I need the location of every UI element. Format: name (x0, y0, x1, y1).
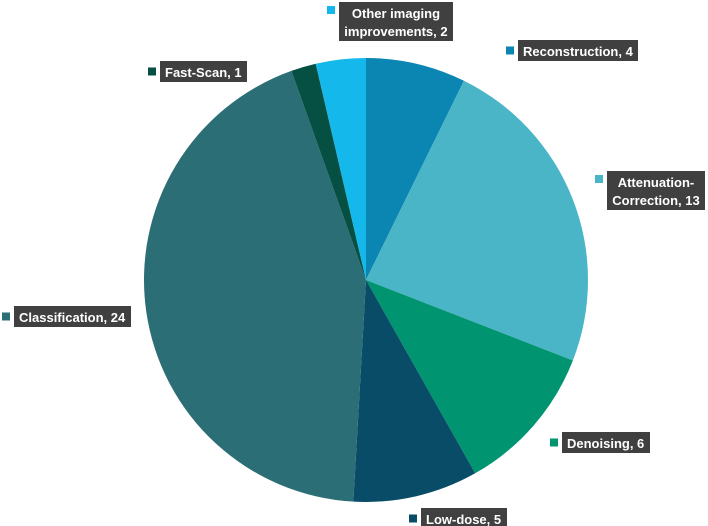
legend-key-other-imaging-improvements (327, 6, 335, 14)
data-label-text: Low-dose, 5 (426, 512, 501, 526)
pie-slice-low-dose (353, 280, 476, 503)
legend-key-attenuation-correction (595, 175, 603, 183)
pie-slice-fast-scan (291, 63, 366, 280)
data-label-text: Other imaging (352, 6, 440, 21)
data-label-reconstruction: Reconstruction, 4 (506, 40, 638, 61)
pie-slices (143, 58, 588, 503)
data-label-classification: Classification, 24 (2, 306, 131, 327)
legend-key-denoising (550, 438, 558, 447)
data-label-text: Reconstruction, 4 (523, 44, 634, 59)
pie-slice-reconstruction (366, 58, 464, 280)
data-label-text: Classification, 24 (19, 310, 126, 325)
data-label-box (518, 40, 638, 61)
data-label-text: Fast-Scan, 1 (165, 65, 242, 80)
data-label-box (562, 432, 650, 453)
legend-key-reconstruction (506, 46, 514, 55)
data-label-denoising: Denoising, 6 (550, 432, 650, 453)
data-label-other-imaging-improvements: Other imaging improvements, 2 (327, 2, 453, 41)
data-label-box (421, 508, 507, 526)
data-label-text: improvements, 2 (344, 24, 447, 39)
data-label-text: Correction, 13 (612, 193, 699, 208)
legend-key-classification (2, 312, 10, 321)
data-label-text: Denoising, 6 (567, 436, 644, 451)
pie-slice-other-imaging-improvements (315, 58, 366, 280)
pie-slice-classification (143, 70, 366, 502)
data-label-box (160, 61, 247, 82)
data-label-box (14, 306, 131, 327)
data-label-low-dose: Low-dose, 5 (409, 508, 507, 526)
data-label-box (607, 171, 705, 210)
data-label-fast-scan: Fast-Scan, 1 (148, 61, 247, 82)
legend-key-low-dose (409, 514, 417, 523)
pie-slice-attenuation-correction (366, 80, 588, 361)
pie-slice-denoising (366, 280, 573, 474)
data-label-text: Attenuation- (618, 175, 695, 190)
data-label-box (339, 2, 453, 41)
data-label-attenuation-correction: Attenuation- Correction, 13 (595, 171, 705, 210)
legend-key-fast-scan (148, 67, 156, 76)
